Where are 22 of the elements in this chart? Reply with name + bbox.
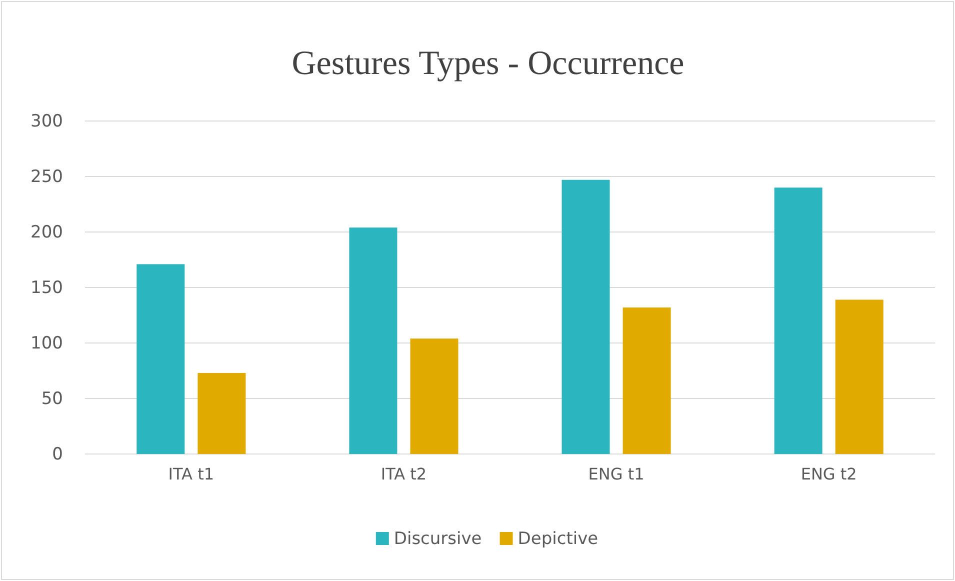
x-tick-label: ENG t2: [800, 464, 857, 484]
y-tick-label: 250: [30, 166, 63, 187]
y-tick-label: 0: [52, 444, 63, 464]
y-tick-label: 100: [30, 333, 63, 354]
bar: [835, 300, 884, 454]
y-tick-label: 300: [30, 111, 63, 132]
bar: [774, 188, 822, 454]
y-tick-label: 50: [41, 388, 63, 409]
x-tick-label: ITA t1: [168, 464, 214, 484]
x-tick-label: ITA t2: [380, 464, 427, 484]
legend-label: Discursive: [394, 529, 482, 549]
bar: [198, 372, 246, 454]
bar: [410, 338, 458, 454]
bar: [562, 180, 610, 454]
bar: [622, 307, 671, 454]
bar: [136, 264, 185, 454]
y-tick-label: 150: [30, 278, 63, 298]
legend-label: Depictive: [518, 529, 598, 549]
x-tick-label: ENG t1: [588, 464, 644, 484]
bar: [349, 228, 398, 454]
chart-title: Gestures Types - Occurrence: [292, 45, 684, 82]
y-tick-label: 200: [30, 222, 63, 242]
